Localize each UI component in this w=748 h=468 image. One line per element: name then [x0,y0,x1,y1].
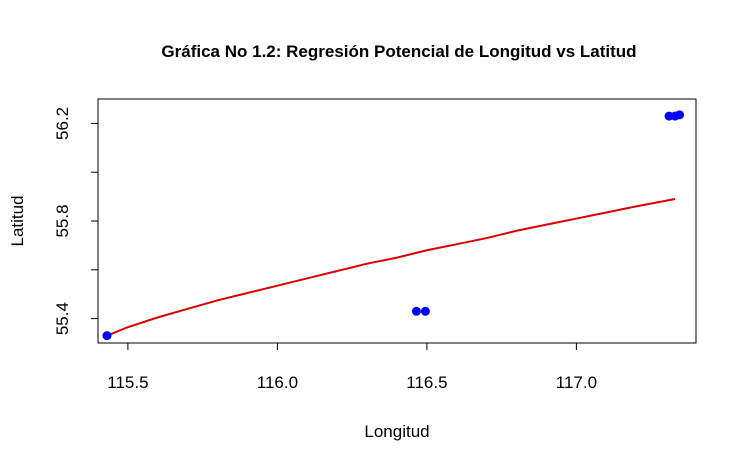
regression-line [106,198,676,337]
x-tick-label: 117.0 [556,373,597,392]
x-tick-label: 116.0 [257,373,298,392]
x-tick-label: 116.5 [406,373,447,392]
plot-frame [97,98,697,344]
x-axis: 115.5 116.0 116.5 117.0 [107,342,597,392]
x-tick-label: 115.5 [107,373,148,392]
y-axis: 55.4 55.8 56.2 [53,107,99,335]
x-axis-label: Longitud [364,422,429,441]
data-point [411,306,421,316]
y-tick-label: 56.2 [53,107,72,140]
y-tick-label: 55.8 [53,204,72,237]
data-point [420,306,430,316]
chart-title: Gráfica No 1.2: Regresión Potencial de L… [161,42,636,61]
data-point [675,110,685,120]
y-axis-label: Latitud [8,195,27,246]
data-point [102,331,112,341]
data-points [102,110,685,341]
y-tick-label: 55.4 [53,302,72,335]
